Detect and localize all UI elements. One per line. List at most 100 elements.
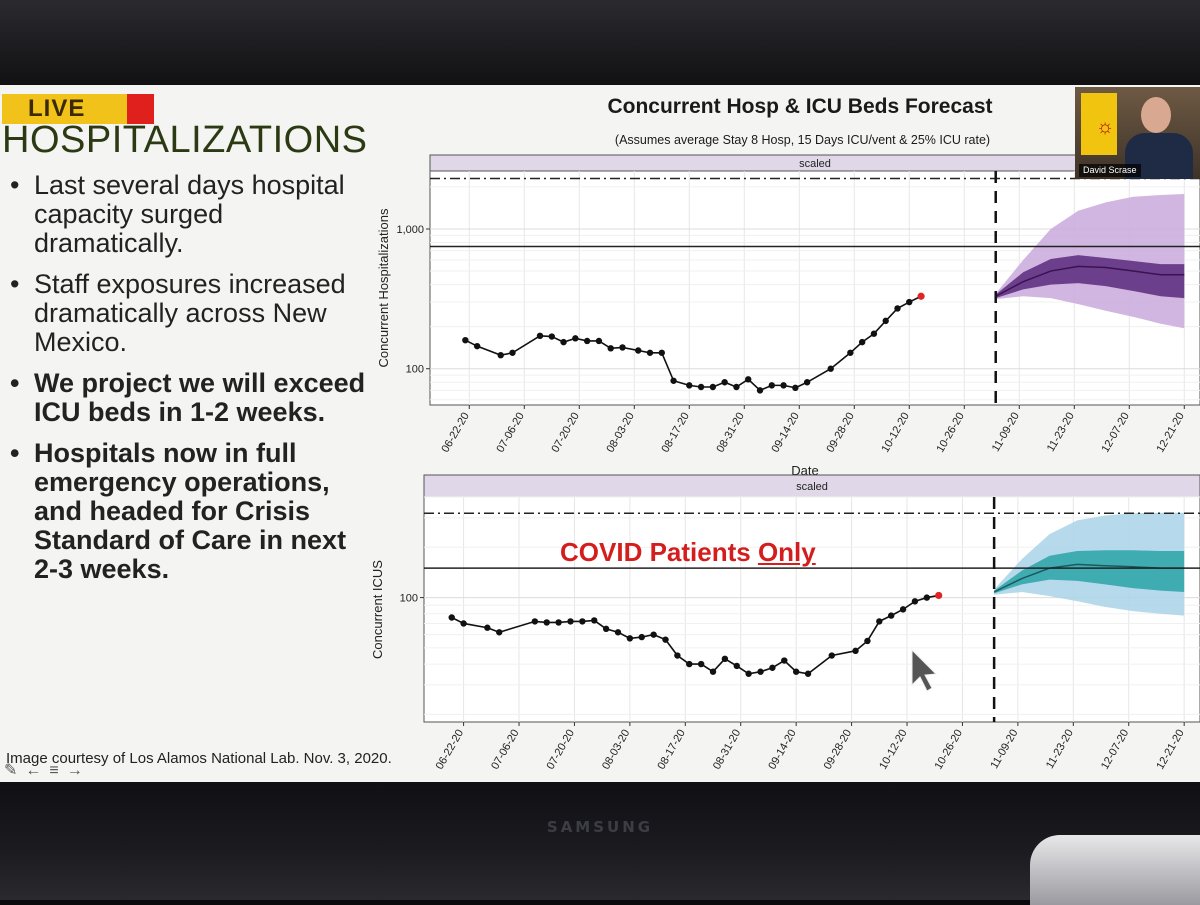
- observed-point: [858, 338, 866, 346]
- monitor-brand: SAMSUNG: [546, 818, 654, 836]
- x-tick-label: 12-21-20: [1154, 728, 1186, 772]
- speaker-name-tag: David Scrase: [1079, 164, 1141, 177]
- observed-point: [531, 618, 539, 625]
- speaker-head: [1141, 97, 1171, 133]
- bullet-item: Hospitals now in full emergency operatio…: [10, 439, 370, 584]
- observed-point: [591, 617, 598, 624]
- observed-point: [646, 349, 654, 356]
- observed-point: [509, 349, 516, 356]
- observed-point: [658, 349, 665, 356]
- observed-point: [670, 377, 677, 384]
- observed-point: [607, 345, 614, 352]
- x-tick-label: 07-06-20: [489, 728, 521, 772]
- zia-sun-icon: ☼: [1095, 116, 1115, 138]
- observed-point: [923, 594, 931, 601]
- observed-point: [864, 637, 871, 645]
- observed-point: [906, 298, 913, 306]
- speaker-video[interactable]: ☼ David Scrase: [1075, 87, 1200, 179]
- x-tick-label: 07-20-20: [545, 728, 577, 772]
- x-tick-label: 08-03-20: [604, 411, 636, 455]
- covid-annotation-underlined: Only: [757, 537, 816, 567]
- observed-point: [579, 618, 586, 625]
- x-tick-label: 08-17-20: [655, 728, 687, 772]
- observed-point: [686, 660, 693, 668]
- observed-point: [462, 336, 469, 344]
- x-tick-label: 07-20-20: [549, 411, 581, 455]
- observed-point: [745, 670, 752, 677]
- observed-point: [543, 619, 550, 626]
- observed-point: [768, 382, 775, 389]
- observed-point: [619, 344, 626, 351]
- x-tick-label: 10-12-20: [877, 728, 909, 772]
- observed-point: [697, 660, 705, 668]
- observed-point: [882, 317, 889, 325]
- monitor-bezel-top: [0, 0, 1200, 85]
- x-axis-label: Date: [791, 463, 818, 478]
- x-tick-label: 09-28-20: [824, 411, 856, 455]
- chart-title: Concurrent Hosp & ICU Beds Forecast: [607, 95, 993, 118]
- observed-point: [567, 618, 574, 625]
- covid-annotation-text: COVID Patients: [560, 537, 758, 567]
- observed-point: [635, 347, 642, 354]
- x-tick-label: 07-06-20: [494, 411, 526, 455]
- latest-point: [935, 591, 943, 600]
- observed-point: [536, 332, 544, 340]
- observed-point: [473, 342, 481, 350]
- observed-point: [847, 349, 854, 356]
- forecast-inner-band: [994, 550, 1185, 594]
- observed-point: [721, 379, 728, 386]
- observed-point: [626, 635, 634, 642]
- x-tick-label: 11-23-20: [1045, 411, 1077, 454]
- observed-point: [876, 618, 883, 625]
- x-tick-label: 08-31-20: [711, 728, 743, 772]
- pen-icon[interactable]: ✎: [4, 762, 18, 779]
- x-axis-label: Date: [788, 780, 815, 782]
- menu-icon[interactable]: ≡: [49, 762, 59, 779]
- y-axis-label: Concurrent Hospitalizations: [376, 208, 391, 367]
- observed-point: [662, 636, 669, 643]
- image-credit: Image courtesy of Los Alamos National La…: [6, 750, 392, 767]
- monitor-bezel-bottom: [0, 782, 1200, 900]
- observed-point: [496, 629, 503, 636]
- bullet-list: Last several days hospital capacity surg…: [10, 171, 370, 596]
- y-tick-label: 1,000: [396, 224, 424, 236]
- observed-point: [870, 330, 878, 337]
- back-arrow-icon[interactable]: ←: [25, 762, 42, 779]
- x-tick-label: 08-17-20: [659, 411, 691, 455]
- observed-point: [595, 337, 603, 345]
- slide-heading: HOSPITALIZATIONS: [2, 119, 368, 161]
- observed-point: [560, 338, 567, 346]
- y-axis-label: Concurrent ICUS: [370, 560, 385, 659]
- observed-point: [548, 333, 555, 340]
- chart-panel-2: scaled 100 06-22-20 07-06-20 07-20-20 08-03-2…: [370, 474, 1200, 782]
- x-tick-label: 06-22-20: [434, 728, 466, 772]
- covid-annotation: COVID Patients Only: [560, 537, 816, 568]
- observed-point: [709, 668, 717, 675]
- x-tick-label: 08-31-20: [714, 411, 746, 455]
- observed-point: [828, 652, 835, 659]
- observed-point: [709, 383, 717, 391]
- x-tick-label: 10-26-20: [934, 411, 966, 455]
- observed-point: [911, 598, 919, 605]
- observed-point: [781, 657, 788, 664]
- observed-point: [769, 664, 776, 671]
- x-tick-label: 12-07-20: [1099, 728, 1131, 772]
- forecast-inner-band: [995, 255, 1185, 299]
- new-mexico-flag: ☼: [1081, 93, 1117, 155]
- x-tick-label: 10-12-20: [879, 411, 911, 455]
- observed-point: [484, 624, 491, 631]
- observed-point: [894, 305, 901, 312]
- observed-point: [583, 337, 591, 345]
- live-indicator: [127, 94, 154, 124]
- x-tick-label: 06-22-20: [439, 411, 471, 455]
- bullet-item: Last several days hospital capacity surg…: [10, 171, 370, 258]
- observed-point: [733, 662, 740, 670]
- forward-arrow-icon[interactable]: →: [66, 762, 83, 779]
- observed-point: [745, 376, 752, 383]
- y-tick-label: 100: [400, 593, 418, 605]
- observed-point: [697, 383, 705, 391]
- observed-point: [572, 335, 579, 342]
- y-tick-label: 100: [406, 364, 424, 376]
- observed-point: [887, 612, 895, 619]
- observed-point: [638, 633, 645, 641]
